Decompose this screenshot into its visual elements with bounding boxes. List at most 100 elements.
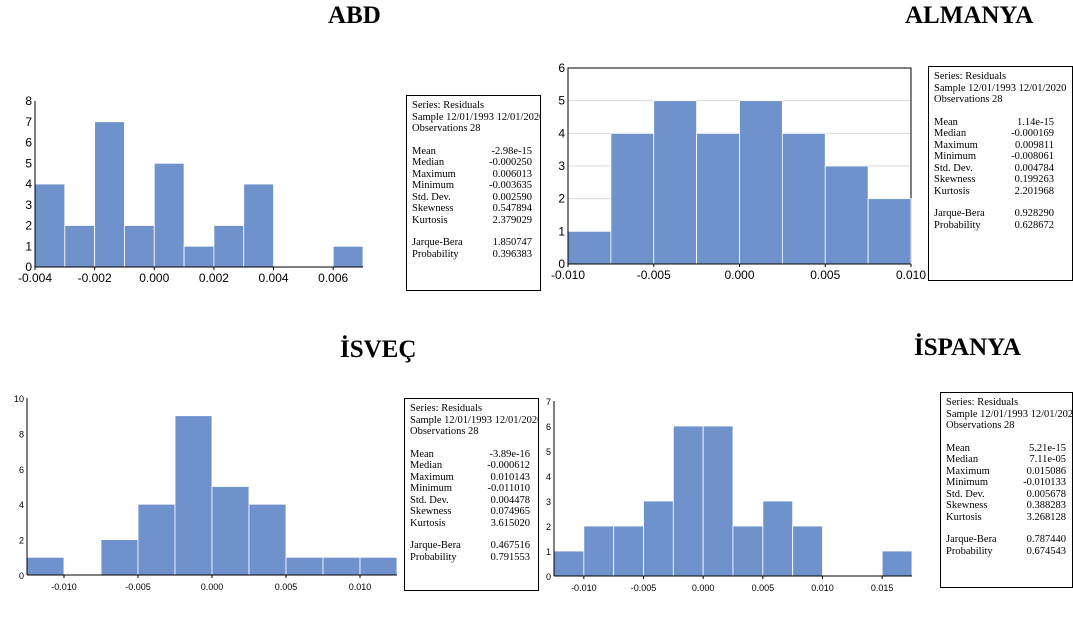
x-tick-label: 0.000 [692, 583, 715, 593]
stat-value: 0.006013 [492, 168, 532, 180]
y-tick-label: 4 [25, 177, 32, 191]
histogram-bar [94, 121, 125, 268]
stats-row: Median -0.000169 [934, 128, 1067, 140]
stats-box: Series: Residuals Sample 12/01/1993 12/01… [404, 398, 539, 591]
histogram-bar [567, 230, 612, 265]
stats-box: Series: Residuals Sample 12/01/1993 12/01… [928, 66, 1073, 281]
country-title: ALMANYA [905, 2, 1034, 29]
stat-label: Skewness [934, 174, 976, 185]
histogram-bar [613, 525, 644, 577]
stats-row: Maximum 0.009811 [934, 140, 1067, 152]
y-tick-label: 10 [14, 394, 24, 404]
stat-value: 2.379029 [492, 214, 532, 226]
histogram-bar [26, 556, 65, 576]
y-tick-label: 6 [558, 61, 565, 75]
y-tick-label: 5 [558, 94, 565, 108]
stats-row: Probability 0.791553 [410, 552, 533, 564]
histogram-bar [739, 100, 783, 265]
stats-row: Probability 0.674543 [946, 546, 1067, 558]
x-tick-label: 0.010 [349, 582, 372, 592]
histogram-bar [211, 486, 250, 576]
stats-sample-label: Sample 12/01/1993 12/01/2020 [412, 111, 541, 123]
histogram-bar [153, 162, 185, 268]
y-tick-label: 6 [25, 136, 32, 150]
x-tick-label: -0.002 [78, 271, 112, 285]
country-title: İSVEÇ [340, 336, 417, 363]
x-tick-label: 0.004 [259, 271, 289, 285]
stats-row: Mean -3.89e-16 [410, 449, 533, 461]
y-tick-label: 2 [25, 219, 32, 233]
y-tick-label: 7 [546, 397, 551, 407]
x-tick-label: 0.005 [752, 583, 775, 593]
y-tick-label: 0 [546, 572, 551, 582]
stats-series-label: Series: Residuals [412, 100, 485, 111]
stats-row: Maximum 0.015086 [946, 466, 1067, 478]
stat-label: Minimum [946, 477, 989, 488]
y-tick-label: 2 [19, 536, 24, 546]
y-tick-label: 8 [19, 429, 24, 439]
stat-value: 0.928290 [1014, 208, 1054, 219]
stat-label: Std. Dev. [412, 191, 451, 203]
histogram-bar [64, 225, 96, 268]
stat-label: Skewness [410, 506, 452, 517]
stat-label: Mean [412, 145, 436, 157]
stat-value: 0.005678 [1026, 488, 1066, 500]
histogram-bar [322, 556, 361, 576]
histogram-bar [124, 225, 155, 268]
y-tick-label: 5 [25, 156, 32, 170]
histogram-bar [137, 503, 176, 576]
stat-value: 0.010143 [490, 471, 530, 483]
stat-label: Skewness [412, 203, 454, 214]
histogram-chart: 0 1 2 3 4 5 6 -0.010 -0.005 0.000 0.005 0.010 [551, 61, 926, 288]
histogram-bar [881, 550, 913, 577]
histogram-svg: 0 2 4 6 8 10 -0.010 -0.005 0.000 0.005 0.010 [14, 394, 398, 592]
histogram-bar [183, 245, 215, 268]
stat-label: Kurtosis [946, 511, 982, 523]
stat-value: 0.628672 [1014, 219, 1054, 231]
stat-label: Maximum [946, 465, 990, 477]
histogram-bar [553, 550, 585, 577]
stats-row: Std. Dev. 0.005678 [946, 489, 1067, 501]
x-tick-label: 0.000 [724, 268, 754, 282]
stat-value: 0.004478 [490, 494, 530, 506]
stats-observations-label: Observations 28 [934, 94, 1003, 105]
y-tick-label: 8 [25, 94, 32, 108]
stat-value: -0.011010 [487, 483, 530, 494]
stat-label: Median [946, 454, 979, 465]
stat-label: Mean [934, 116, 958, 128]
stats-row: Minimum -0.003635 [412, 180, 535, 192]
x-tick-label: -0.010 [551, 268, 585, 282]
y-tick-label: 6 [546, 422, 551, 432]
stats-series-label: Series: Residuals [934, 71, 1007, 82]
histogram-bar [643, 500, 674, 577]
stat-label: Jarque-Bera [934, 208, 985, 219]
stat-label: Probability [412, 248, 459, 260]
y-tick-label: 0 [558, 257, 565, 271]
histogram-bar [867, 198, 912, 265]
y-tick-label: 6 [19, 465, 24, 475]
stat-value: 0.467516 [490, 540, 530, 551]
stats-row: Minimum -0.008061 [934, 151, 1067, 163]
histogram-svg: 0 1 2 3 4 5 6 7 8 -0.004 -0.002 0.000 0.002 0.004 0.00… [18, 94, 364, 285]
stat-label: Kurtosis [410, 517, 446, 529]
histogram-bar [248, 503, 287, 576]
x-tick-label: -0.005 [631, 583, 657, 593]
stat-value: -0.000169 [1011, 128, 1054, 139]
stat-value: 0.002590 [492, 191, 532, 203]
stat-value: 0.547894 [492, 203, 532, 214]
stat-label: Jarque-Bera [946, 534, 997, 545]
stats-row: Minimum -0.010133 [946, 477, 1067, 489]
stats-row: Probability 0.396383 [412, 249, 535, 261]
histogram-bar [100, 539, 139, 576]
country-title: İSPANYA [914, 334, 1021, 361]
histogram-bar [332, 245, 364, 268]
stats-row: Kurtosis 2.201968 [934, 186, 1067, 198]
histogram-bar [583, 525, 615, 577]
histogram-bar [174, 415, 213, 576]
stats-row: Maximum 0.010143 [410, 472, 533, 484]
stats-row: Kurtosis 3.268128 [946, 512, 1067, 524]
histogram-bar [243, 183, 274, 268]
y-tick-label: 4 [546, 472, 551, 482]
histogram-bar [732, 525, 764, 577]
stat-value: 3.615020 [490, 517, 530, 529]
